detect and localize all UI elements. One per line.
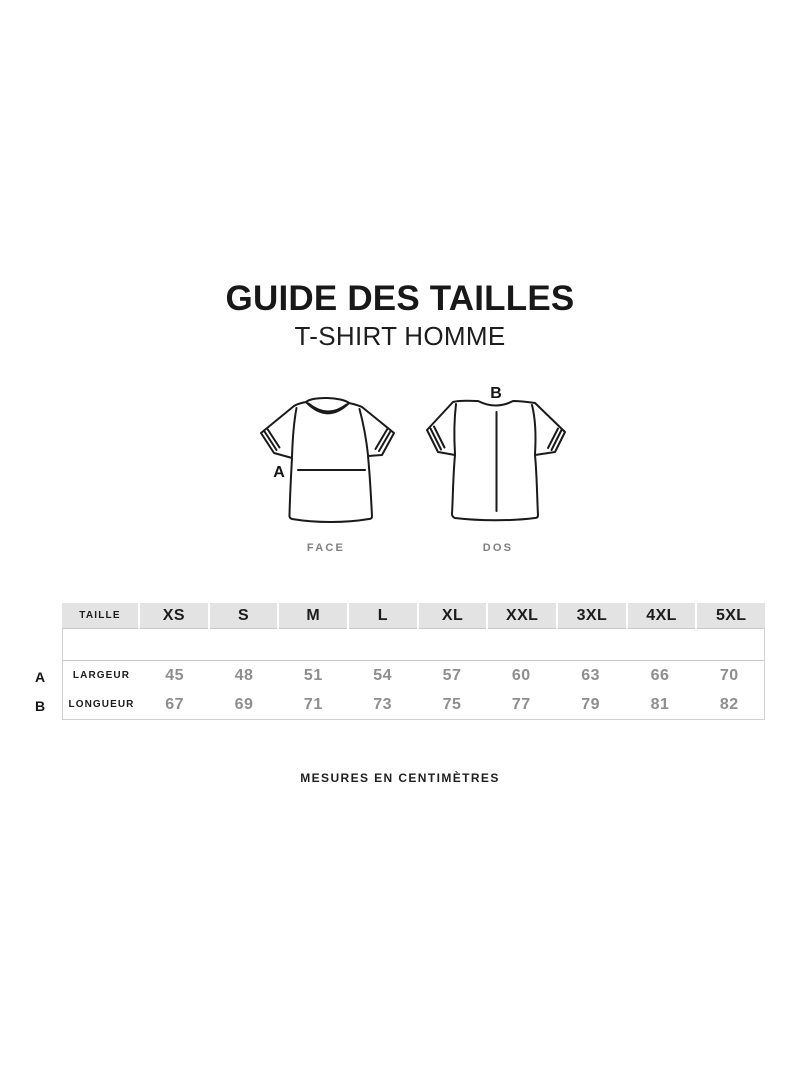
table-header-size: 3XL <box>558 603 626 629</box>
measure-a-label: A <box>273 464 285 481</box>
row-label-largeur: LARGEUR <box>72 670 131 681</box>
left-sleeve-seam <box>291 407 298 458</box>
largeur-value: 51 <box>303 666 323 684</box>
largeur-value: 60 <box>511 666 531 684</box>
table-header-size: M <box>279 603 348 629</box>
table-row: LONGUEUR 67 69 71 73 75 77 79 81 82 <box>63 690 764 719</box>
longueur-value: 81 <box>650 695 670 713</box>
longueur-value: 69 <box>234 695 254 713</box>
longueur-value: 77 <box>511 695 531 713</box>
left-cuff-lines <box>263 428 281 451</box>
front-caption: FACE <box>306 542 346 554</box>
largeur-value: 54 <box>373 666 393 684</box>
right-cuff-lines <box>374 428 392 452</box>
table-header-size: S <box>209 603 278 629</box>
back-caption: DOS <box>482 542 514 554</box>
longueur-value: 75 <box>442 695 462 713</box>
row-letter-a: A <box>34 669 46 685</box>
tshirt-front-diagram: A <box>250 394 402 530</box>
measure-b-label: B <box>490 385 502 402</box>
table-header-size: L <box>349 603 417 629</box>
left-sleeve-seam <box>453 403 457 455</box>
row-label-longueur: LONGUEUR <box>68 699 135 710</box>
page-subtitle: T-SHIRT HOMME <box>294 321 506 351</box>
longueur-value: 71 <box>303 695 323 713</box>
tshirt-front-drawing: A <box>260 397 395 523</box>
tshirt-front-outline <box>260 397 395 523</box>
table-row: LARGEUR 45 48 51 54 57 60 63 66 70 <box>63 661 764 690</box>
table-header-size: 4XL <box>627 603 696 629</box>
collar-inner-line <box>307 402 348 413</box>
size-table-header-row: TAILLE XS S M L XL XXL 3XL 4XL 5XL <box>62 603 766 629</box>
right-sleeve-seam <box>531 404 537 455</box>
largeur-value: 66 <box>650 666 670 684</box>
size-table-body: LARGEUR 45 48 51 54 57 60 63 66 70 LONGU… <box>62 629 765 720</box>
table-header-size: XL <box>418 603 487 629</box>
left-cuff-lines <box>429 425 446 451</box>
largeur-value: 70 <box>719 666 739 684</box>
longueur-value: 82 <box>719 695 739 713</box>
row-letter-b: B <box>34 698 46 714</box>
tshirt-back-drawing: B <box>426 385 566 522</box>
largeur-value: 63 <box>581 666 601 684</box>
table-header-size: XS <box>140 603 208 629</box>
units-footnote: MESURES EN CENTIMÈTRES <box>300 771 500 785</box>
table-header-size: 5XL <box>697 603 766 629</box>
right-cuff-lines <box>547 427 563 451</box>
table-header-size: XXL <box>488 603 557 629</box>
size-table: TAILLE XS S M L XL XXL 3XL 4XL 5XL LARGE… <box>62 603 766 720</box>
largeur-value: 48 <box>234 666 254 684</box>
longueur-value: 79 <box>581 695 601 713</box>
table-spacer-row <box>63 629 764 661</box>
tshirt-back-diagram: B <box>420 381 576 529</box>
longueur-value: 73 <box>373 695 393 713</box>
right-sleeve-seam <box>358 408 369 456</box>
table-header-taille: TAILLE <box>62 603 138 629</box>
largeur-value: 57 <box>442 666 462 684</box>
longueur-value: 67 <box>165 695 185 713</box>
largeur-value: 45 <box>165 666 185 684</box>
page-title: GUIDE DES TAILLES <box>225 279 575 318</box>
